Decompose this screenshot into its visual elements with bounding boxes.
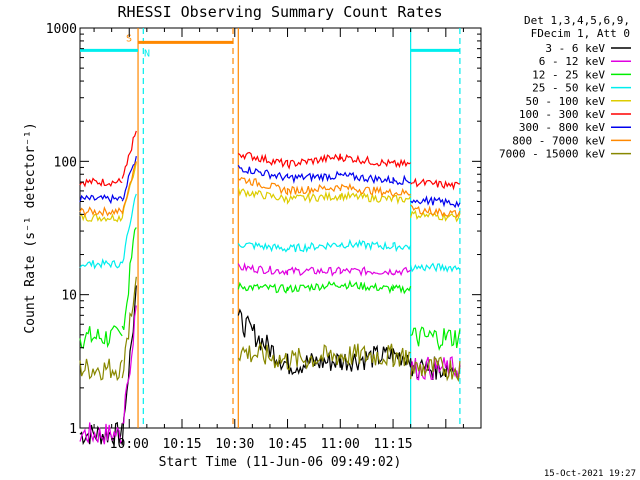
series-line (237, 187, 412, 205)
series-line (79, 358, 123, 382)
x-tick-label: 10:30 (215, 437, 254, 452)
x-tick-label: 11:15 (373, 437, 412, 452)
series-line (79, 421, 123, 448)
legend-header-line-1: Det 1,3,4,5,6,9, (524, 14, 630, 27)
series-line (79, 212, 123, 223)
x-axis-label: Start Time (11-Jun-06 09:49:02) (159, 455, 402, 470)
series-line (79, 206, 123, 217)
y-axis-label: Count Rate (s⁻¹ detector⁻¹) (23, 122, 38, 333)
legend: Det 1,3,4,5,6,9, FDecim 1, Att 0 3 - 6 k… (499, 14, 631, 161)
series-line (410, 195, 461, 209)
series-line (122, 305, 137, 424)
legend-label: 300 - 800 keV (519, 121, 605, 134)
series-line (79, 193, 123, 205)
series-line (79, 257, 123, 270)
series-line (237, 341, 411, 371)
series-line (121, 276, 137, 379)
series-line (121, 161, 137, 215)
series-line (237, 164, 411, 186)
series-line (121, 227, 137, 331)
y-tick-label: 10 (61, 289, 77, 304)
chart-title: RHESSI Observing Summary Count Rates (117, 3, 442, 21)
x-tick-label: 10:15 (162, 437, 201, 452)
generation-timestamp: 15-Oct-2021 19:27 (544, 469, 636, 479)
legend-label: 7000 - 15000 keV (499, 148, 605, 161)
series-line (410, 262, 461, 273)
plot-frame (79, 27, 482, 429)
series-line (410, 356, 461, 383)
legend-label: 100 - 300 keV (519, 108, 605, 121)
legend-label: 12 - 25 keV (532, 68, 605, 81)
series-line (79, 325, 123, 349)
mode-bar-label: S (126, 33, 132, 44)
series-line (237, 151, 411, 170)
series-line (237, 238, 412, 253)
series-line (121, 193, 137, 264)
x-tick-label: 10:00 (110, 437, 149, 452)
series-line (79, 422, 123, 445)
legend-label: 3 - 6 keV (545, 42, 605, 55)
y-tick-label: 100 (54, 155, 77, 170)
y-tick-label: 1000 (46, 22, 77, 37)
series-line (237, 262, 411, 277)
legend-label: 50 - 100 keV (526, 95, 606, 108)
x-tick-label: 11:00 (321, 437, 360, 452)
series-line (237, 308, 412, 376)
series-line (237, 279, 412, 295)
series-line (121, 130, 137, 179)
series-line (79, 177, 123, 188)
y-tick-label: 1 (69, 422, 77, 437)
mode-bar-label: N (144, 48, 150, 59)
legend-label: 800 - 7000 keV (512, 134, 605, 147)
series-line (237, 176, 411, 199)
legend-label: 25 - 50 keV (532, 82, 605, 95)
series-line (121, 155, 137, 202)
series-line (410, 209, 461, 223)
series-line (410, 204, 461, 219)
legend-label: 6 - 12 keV (539, 55, 606, 68)
series-line (410, 356, 461, 381)
x-tick-label: 10:45 (268, 437, 307, 452)
legend-header-line-2: FDecim 1, Att 0 (531, 27, 630, 40)
series-line (410, 177, 461, 191)
series-line (410, 326, 461, 352)
